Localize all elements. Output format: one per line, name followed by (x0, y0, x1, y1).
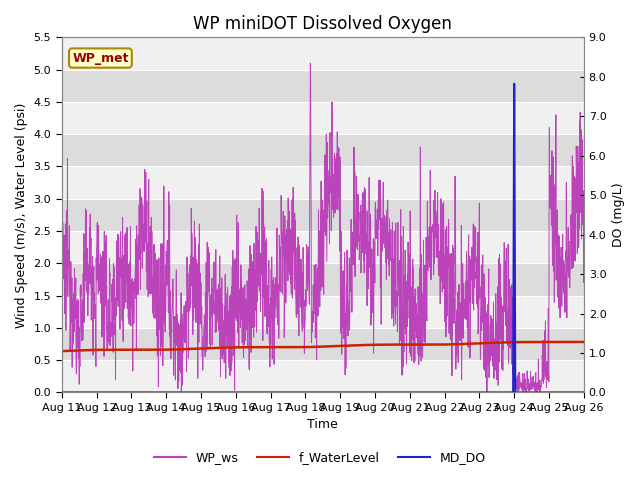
Bar (61, 328, 584, 360)
Y-axis label: DO (mg/L): DO (mg/L) (612, 182, 625, 247)
Bar (61, 360, 584, 393)
Bar (61, 231, 584, 264)
Y-axis label: Wind Speed (m/s), Water Level (psi): Wind Speed (m/s), Water Level (psi) (15, 102, 28, 327)
Bar (61, 199, 584, 231)
Bar (61, 264, 584, 296)
Bar (61, 296, 584, 328)
Bar (61, 37, 584, 70)
Bar (61, 134, 584, 167)
Legend: WP_ws, f_WaterLevel, MD_DO: WP_ws, f_WaterLevel, MD_DO (149, 446, 491, 469)
Bar (61, 102, 584, 134)
Bar (61, 167, 584, 199)
Title: WP miniDOT Dissolved Oxygen: WP miniDOT Dissolved Oxygen (193, 15, 452, 33)
Bar (61, 70, 584, 102)
X-axis label: Time: Time (307, 419, 338, 432)
Text: WP_met: WP_met (72, 51, 129, 64)
